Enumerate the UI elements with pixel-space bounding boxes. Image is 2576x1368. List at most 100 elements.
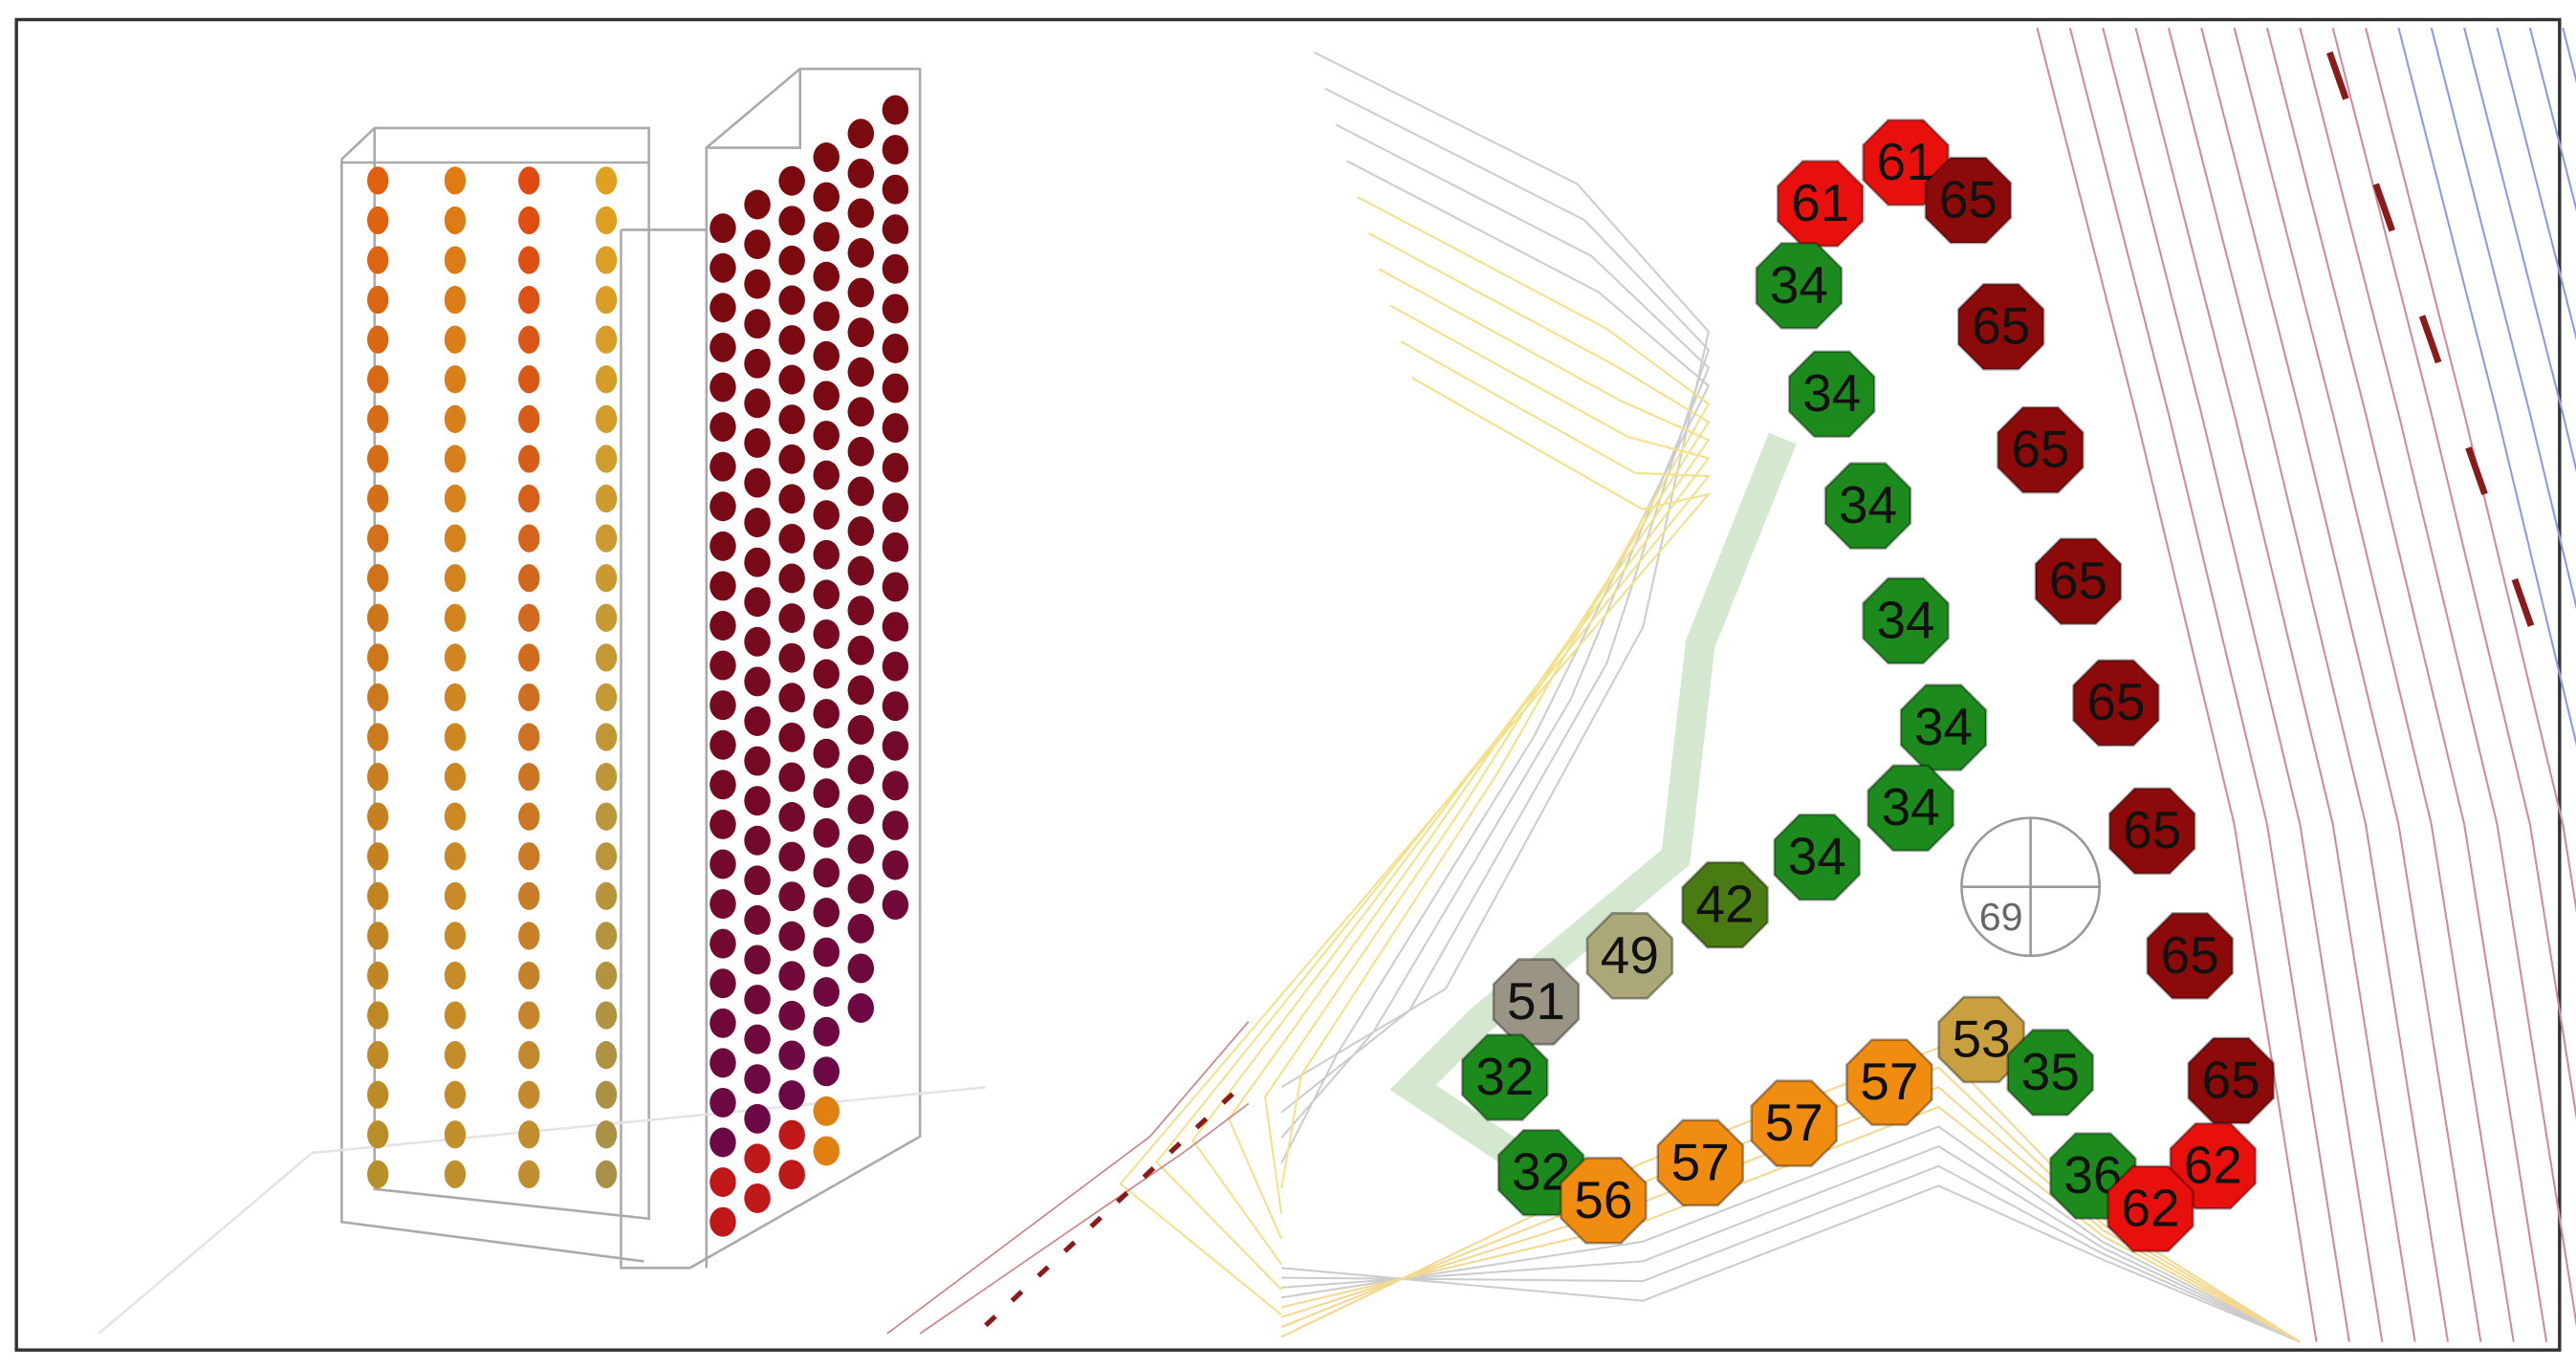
contour <box>1281 1164 2301 1343</box>
facade-dot <box>709 1127 736 1158</box>
sensor-dot <box>518 723 540 751</box>
facade-dot <box>847 953 875 984</box>
facade-dot <box>882 334 909 363</box>
facade-dot <box>778 285 805 315</box>
facade-dot <box>882 810 909 840</box>
contour <box>2331 27 2576 1121</box>
receiver-marker <box>2169 1121 2258 1210</box>
facade-dot <box>709 650 736 681</box>
receiver: 34 <box>1787 350 1876 439</box>
facade-dot <box>709 849 736 879</box>
sensor-dot <box>518 842 540 871</box>
facade-dot <box>778 1040 805 1071</box>
sensor-dot <box>366 246 389 274</box>
facade-dot <box>813 340 840 371</box>
sensor-dot <box>444 484 467 513</box>
facade-dot <box>744 547 771 577</box>
facade-dot <box>882 95 909 125</box>
facade-dot <box>744 904 771 935</box>
contour <box>1280 1125 2301 1343</box>
receiver: 57 <box>1845 1038 1933 1126</box>
receiver-label: 57 <box>1860 1052 1918 1111</box>
facade-dot <box>744 746 771 776</box>
sensor-dot <box>366 166 389 195</box>
sensor-dot <box>518 484 540 513</box>
facade-dot <box>813 261 840 292</box>
sensor-dot <box>518 524 540 553</box>
receiver-marker <box>2006 1029 2094 1117</box>
facade-dot <box>847 834 875 864</box>
sensor-dot <box>595 325 618 354</box>
receiver-label: 57 <box>1765 1093 1823 1152</box>
facade-dot <box>778 404 805 435</box>
receiver-label: 34 <box>1882 777 1940 836</box>
facade-dot <box>847 158 875 188</box>
receiver: 61 <box>1776 160 1865 248</box>
facade-dot <box>813 977 840 1008</box>
facade-dot <box>847 436 875 467</box>
facade-dot <box>847 635 875 665</box>
facade-dot <box>744 587 771 618</box>
facade-dot <box>709 889 736 920</box>
facade-dot <box>744 1024 771 1054</box>
facade-dot <box>778 484 805 514</box>
contour <box>2167 27 2450 1342</box>
facade-dot <box>709 928 736 959</box>
facade-dot <box>847 794 875 825</box>
facade-dot <box>744 706 771 736</box>
receiver: 42 <box>1681 860 1769 949</box>
facade-dot <box>778 245 805 275</box>
sensor-dot <box>444 1041 467 1070</box>
sensor-dot <box>366 524 389 553</box>
outline <box>340 162 644 1263</box>
receiver-marker <box>1560 1157 1648 1245</box>
sensor-dot <box>366 603 389 632</box>
facade-dot <box>709 770 736 800</box>
facade-dot <box>744 189 771 220</box>
facade-dot <box>778 1119 805 1150</box>
sensor-dot <box>366 1120 389 1149</box>
facade-dot <box>882 413 909 444</box>
facade-dot <box>709 213 736 244</box>
receiver: 65 <box>2034 537 2123 625</box>
facade-dot <box>813 817 840 848</box>
facade-dot <box>778 762 805 793</box>
facade-dot <box>813 1016 840 1047</box>
sensor-dot <box>595 922 618 950</box>
sensor-dot <box>366 723 389 751</box>
sensor-dot <box>595 1080 618 1109</box>
facade-dot <box>882 771 909 801</box>
facade-dot <box>709 412 736 443</box>
sensor-dot <box>595 802 618 831</box>
facade-dot <box>778 603 805 634</box>
receiver: 65 <box>2072 659 2160 748</box>
sensor-dot <box>518 445 540 473</box>
contour <box>2365 27 2576 914</box>
sensor-dot <box>366 286 389 315</box>
receiver-marker <box>1997 405 2085 494</box>
sensor-dot <box>366 762 389 792</box>
facade-dot <box>709 531 736 561</box>
contour <box>2562 27 2576 84</box>
receiver-label: 34 <box>1876 590 1934 649</box>
receiver: 34 <box>1823 462 1912 550</box>
center-point: 69 <box>1960 816 2102 958</box>
contour <box>1119 377 1712 1316</box>
receiver-label: 56 <box>1574 1170 1632 1229</box>
receiver-marker <box>1899 684 1988 771</box>
sensor-dot <box>518 404 540 433</box>
facade-dot <box>778 881 805 912</box>
outline <box>340 126 650 164</box>
receiver-label: 35 <box>2021 1042 2080 1101</box>
receiver-label: 61 <box>1791 173 1849 232</box>
receiver-label: 65 <box>1939 169 1997 228</box>
facade-dot <box>778 921 805 951</box>
facade-dot <box>847 357 875 387</box>
facade-dot <box>744 467 771 498</box>
sensor-dot <box>518 206 540 235</box>
sensor-dot <box>518 1160 540 1188</box>
facade-dot <box>847 397 875 427</box>
sensor-dot <box>595 881 618 910</box>
